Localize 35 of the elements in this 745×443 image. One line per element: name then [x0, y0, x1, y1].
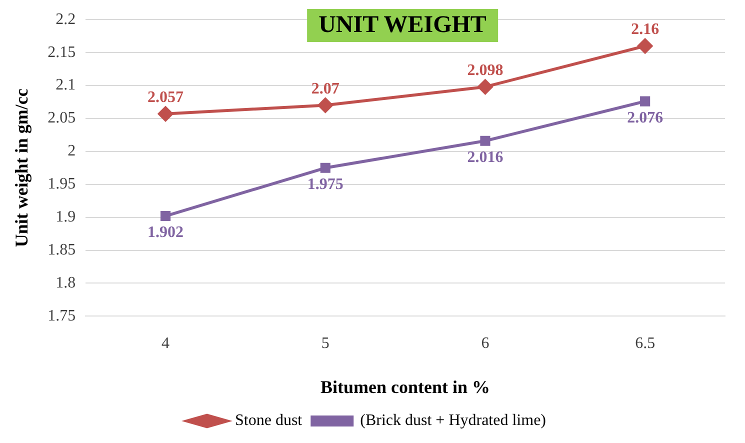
y-tick-label: 1.9: [56, 208, 76, 226]
y-tick-label: 1.75: [48, 307, 76, 324]
x-tick-label: 6.5: [635, 335, 656, 352]
y-tick-label: 2: [68, 142, 76, 160]
y-tick-label: 1.8: [56, 274, 76, 292]
point: [638, 38, 653, 54]
data-label: 2.076: [627, 109, 664, 126]
y-tick-label: 2.2: [56, 10, 76, 28]
data-label: 1.975: [307, 176, 344, 194]
point: [480, 136, 490, 146]
data-label: 1.902: [148, 224, 184, 242]
point: [318, 98, 333, 113]
y-tick-label: 2.05: [48, 110, 76, 127]
data-label: 2.07: [311, 80, 340, 98]
data-label: 2.098: [467, 62, 504, 79]
x-tick-label: 6: [481, 335, 490, 352]
legend-label: (Brick dust + Hydrated lime): [360, 412, 546, 430]
chart-title: UNIT WEIGHT: [306, 9, 498, 42]
point: [478, 79, 493, 94]
y-tick-label: 1.85: [48, 241, 76, 258]
y-axis-title: Unit weight in gm/cc: [11, 88, 32, 248]
y-tick-label: 2.15: [48, 44, 76, 61]
point: [320, 162, 330, 173]
point: [158, 106, 174, 122]
y-tick-label: 1.95: [48, 176, 76, 193]
point: [640, 96, 650, 106]
data-label: 2.16: [631, 21, 660, 38]
y-tick-label: 2.1: [56, 76, 76, 94]
x-axis-title: Bitumen content in %: [320, 376, 490, 397]
legend-label: Stone dust: [235, 412, 303, 430]
point: [160, 210, 171, 222]
x-tick-label: 4: [162, 335, 170, 352]
x-tick-label: 5: [321, 335, 330, 352]
data-label: 2.016: [467, 149, 504, 166]
data-label: 2.057: [148, 88, 184, 106]
